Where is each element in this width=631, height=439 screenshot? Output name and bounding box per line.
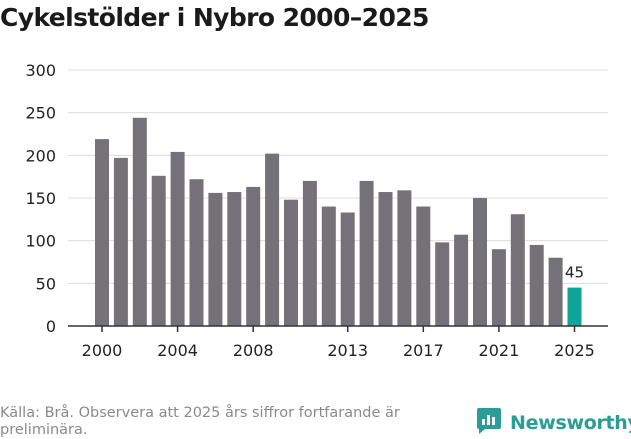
labels: 0 50 100 150 200 250 300 45 2000 2004 2008 2013 2017… (25, 61, 594, 360)
bar-2019 (454, 234, 469, 326)
bar-2013 (340, 212, 355, 326)
brand-logo[interactable]: Newsworthy (476, 408, 631, 438)
data-label: 45 (565, 264, 584, 282)
bar-2014 (359, 180, 374, 326)
y-tick-label: 50 (36, 274, 56, 293)
bar-2021 (491, 249, 506, 326)
axes (68, 325, 608, 332)
bar-2003 (151, 175, 166, 326)
bar-2011 (302, 180, 317, 326)
bar-2015 (378, 192, 393, 326)
bar-2000 (95, 139, 109, 326)
y-tick-label: 100 (25, 232, 56, 251)
bar-2004 (170, 151, 185, 326)
x-tick-label: 2000 (82, 341, 123, 360)
x-tick-label: 2004 (157, 341, 198, 360)
gridlines (68, 69, 608, 284)
bar-2024 (548, 257, 563, 326)
source-note: Källa: Brå. Observera att 2025 års siffr… (0, 405, 400, 438)
x-tick-label: 2021 (479, 341, 520, 360)
bar-2017 (416, 206, 431, 326)
brand-name: Newsworthy (510, 412, 631, 434)
y-tick-label: 150 (25, 189, 56, 208)
bar-2006 (208, 192, 223, 326)
x-tick-label: 2017 (403, 341, 444, 360)
bar-2008 (246, 186, 261, 326)
chart-title: Cykelstölder i Nybro 2000–2025 (0, 3, 429, 32)
bar-2020 (473, 198, 487, 326)
bar-2005 (189, 179, 204, 326)
bar-2018 (435, 242, 450, 326)
bar-2023 (529, 244, 544, 326)
y-tick-label: 0 (46, 317, 56, 336)
y-tick-label: 200 (25, 146, 56, 165)
newsworthy-logo-icon (476, 407, 502, 439)
bar-2012 (321, 206, 336, 326)
bar-2001 (113, 157, 128, 326)
y-tick-label: 250 (25, 104, 56, 123)
bar-2022 (510, 214, 525, 326)
bar-2002 (132, 117, 147, 326)
bar-2025 (567, 287, 582, 326)
x-tick-label: 2025 (554, 341, 595, 360)
x-tick-label: 2013 (327, 341, 368, 360)
bar-chart: 0 50 100 150 200 250 300 45 2000 2004 2008 2013 2017… (25, 61, 608, 360)
bar-2009 (265, 153, 280, 326)
bar-2007 (227, 192, 242, 326)
bars (95, 117, 582, 326)
bar-2016 (397, 190, 412, 326)
x-tick-label: 2008 (233, 341, 274, 360)
y-tick-label: 300 (25, 61, 56, 80)
bar-2010 (284, 199, 298, 326)
